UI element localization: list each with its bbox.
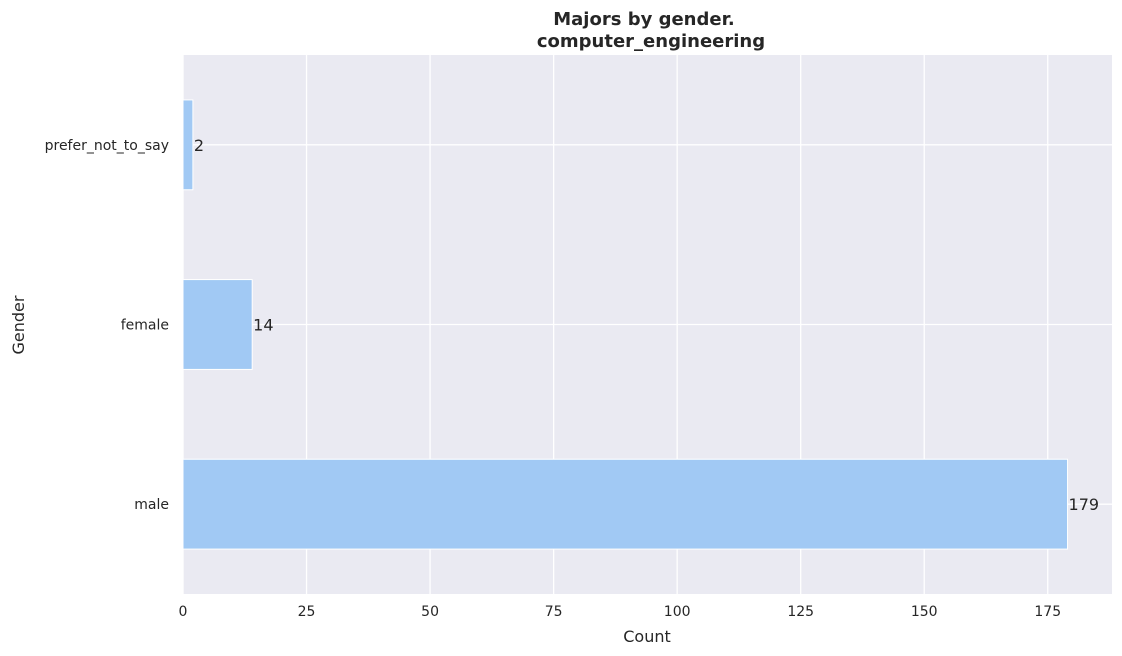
bar-prefer-not-to-say xyxy=(182,99,194,191)
data-label-male: 179 xyxy=(1069,495,1100,514)
x-tick-label: 25 xyxy=(298,604,316,620)
y-axis-label: Gender xyxy=(9,295,28,354)
x-axis-label: Count xyxy=(623,627,671,646)
bar-male xyxy=(182,458,1069,550)
data-label-female: 14 xyxy=(253,316,273,335)
y-tick-label: male xyxy=(134,497,169,513)
bars xyxy=(182,99,1069,550)
chart-subtitle: computer_engineering xyxy=(537,31,765,52)
x-tick-label: 0 xyxy=(179,604,188,620)
x-tick-label: 50 xyxy=(421,604,439,620)
x-tick-label: 150 xyxy=(911,604,938,620)
x-tick-label: 175 xyxy=(1034,604,1061,620)
x-tick-label: 125 xyxy=(787,604,814,620)
x-ticks: 0 25 50 75 100 125 150 175 xyxy=(179,604,1062,620)
x-tick-label: 100 xyxy=(664,604,691,620)
x-tick-label: 75 xyxy=(545,604,563,620)
data-label-prefer-not-to-say: 2 xyxy=(194,136,204,155)
data-labels: 2 14 179 xyxy=(194,136,1099,514)
y-tick-label: prefer_not_to_say xyxy=(45,138,169,154)
chart-title: Majors by gender. xyxy=(553,9,735,30)
y-tick-label: female xyxy=(121,318,169,334)
bar-female xyxy=(182,279,253,370)
